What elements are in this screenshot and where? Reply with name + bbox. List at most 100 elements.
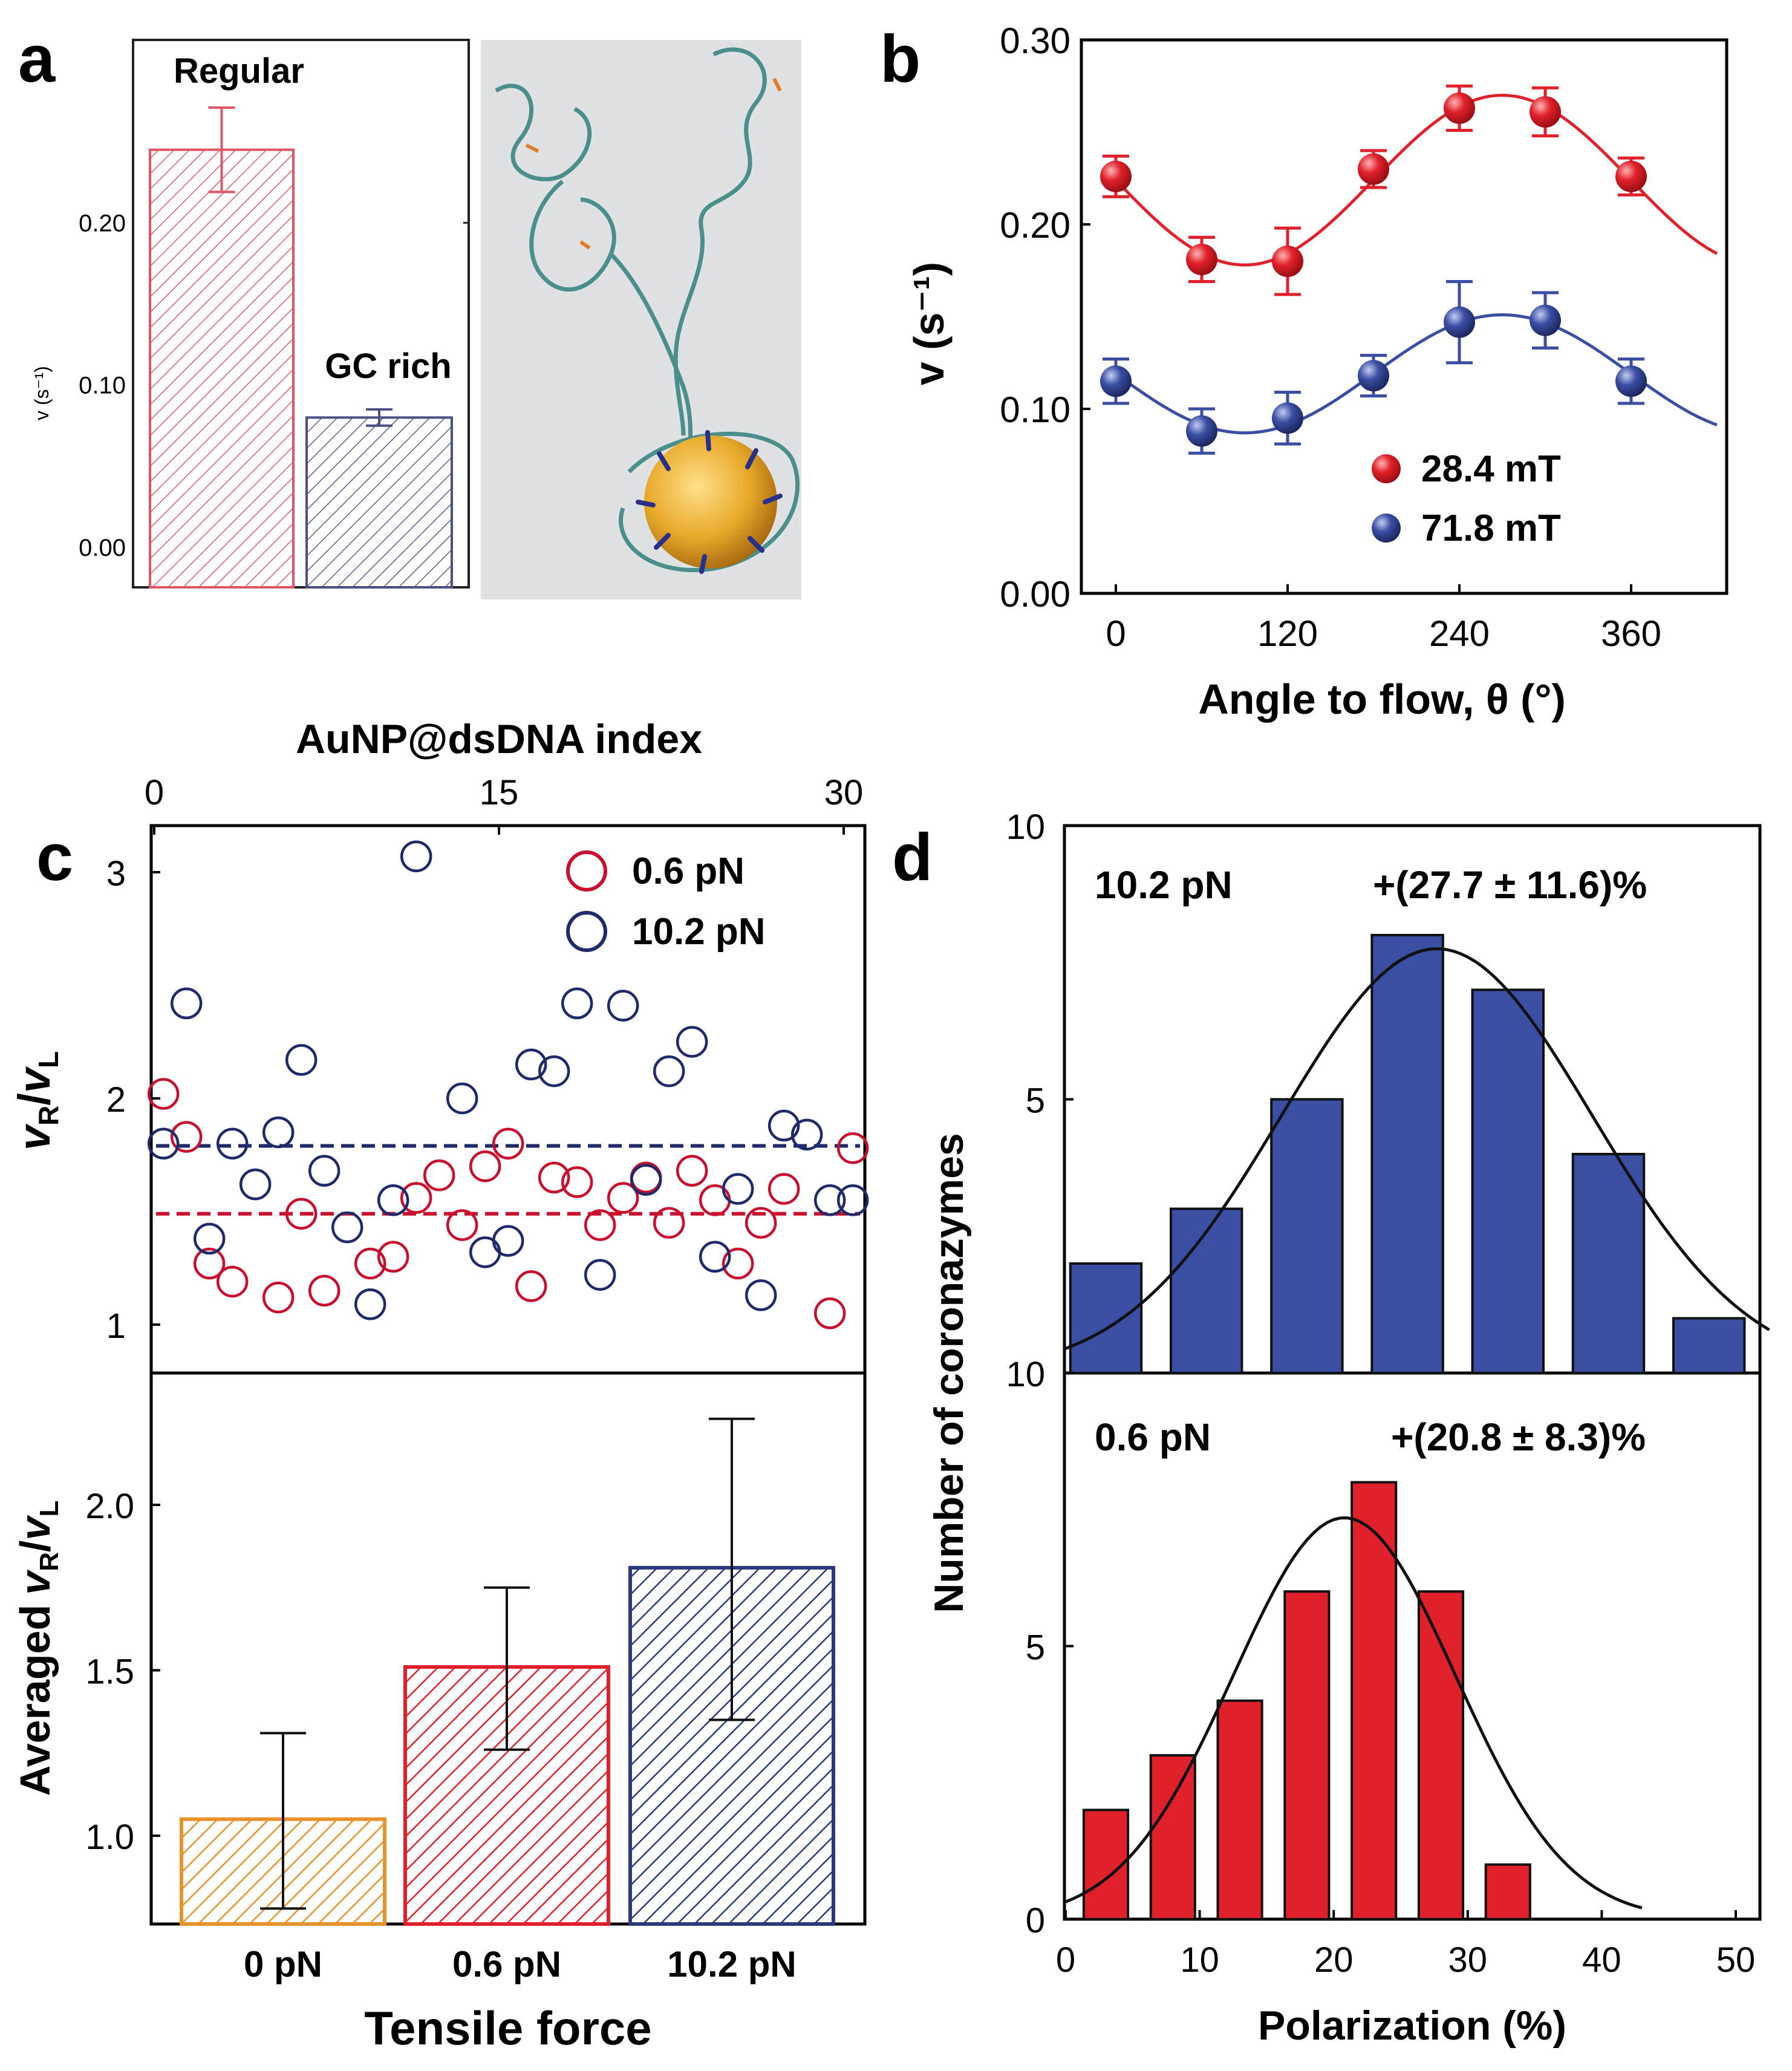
panel-d-top-bar <box>1270 1098 1344 1374</box>
panel-c-top-point-10-2pn <box>262 1116 295 1149</box>
panel-c-top-point-10-2pn <box>331 1211 363 1244</box>
panel-d-bottom-force: 0.6 pN <box>1095 1415 1211 1459</box>
panel-d-bottom-bars <box>1082 1481 1531 1921</box>
panel-c-top-point-10-2pn <box>492 1225 524 1257</box>
panel-c-top-point-10-2pn <box>653 1055 685 1088</box>
ylabel-slash: / <box>11 1541 59 1552</box>
panel-a-ytick-label: 0.00 <box>79 535 126 561</box>
panel-c-top-point-10-2pn <box>216 1127 249 1160</box>
panel-c-top-ytick-label: 3 <box>106 854 126 893</box>
legend-marker-71-8mt <box>1372 514 1401 543</box>
panel-label-c: c <box>36 820 73 895</box>
panel-b-ylabel: v (s⁻¹) <box>905 262 953 385</box>
panel-c-top-point-10-2pn <box>790 1118 823 1151</box>
panel-b-xtick-label: 0 <box>1106 613 1126 654</box>
ylabel-v: v <box>11 1569 59 1595</box>
panel-c-top-point-0-6pn <box>722 1247 754 1280</box>
panel-c-top-point-10-2pn <box>469 1236 501 1268</box>
panel-c-top-xlabel: AuNP@dsDNA index <box>296 716 702 762</box>
panel-d-bottom-ytick-label: 0 <box>1026 1901 1045 1940</box>
panel-c-top-point-0-6pn <box>813 1297 846 1329</box>
panel-c-top-ytick-label: 2 <box>106 1080 126 1120</box>
panel-c-top-point-10-2pn <box>561 987 593 1020</box>
panel-b-xtick-label: 360 <box>1601 613 1661 654</box>
panel-d-top-ytick-label: 10 <box>1006 807 1045 847</box>
ylabel-v2: v <box>9 1066 59 1093</box>
panel-c-top-legend: 0.6 pN 10.2 pN <box>566 850 766 953</box>
panel-d-top-bar <box>1571 1153 1646 1374</box>
panel-b-point-blue <box>1272 402 1303 434</box>
panel-c-top-point-0-6pn <box>469 1150 501 1182</box>
panel-c-top-ticks: 0 15 30 1 2 3 <box>106 773 864 1346</box>
panel-b-points <box>1100 84 1647 455</box>
panel-c-top-xtick-label: 0 <box>145 773 164 812</box>
panel-c-top-point-10-2pn <box>722 1173 754 1205</box>
panel-b-xtick-label: 120 <box>1257 613 1318 654</box>
panel-b-ticks: 0 120 240 360 0.00 0.10 0.20 0.30 <box>1000 21 1661 654</box>
panel-c-top-point-10-2pn <box>630 1164 662 1196</box>
panel-c-bottom-ytick-label: 1.0 <box>85 1818 134 1857</box>
panel-b-ytick-label: 0.10 <box>1000 390 1070 430</box>
panel-d-xtick-label: 20 <box>1314 1940 1354 1980</box>
ylabel-sub-l: L <box>34 1501 64 1517</box>
panel-label-d: d <box>892 820 933 895</box>
panel-b-point-blue <box>1358 360 1389 392</box>
panel-b-point-red <box>1272 246 1303 277</box>
panel-c-top-point-0-6pn <box>836 1132 869 1164</box>
panel-c-top-point-10-2pn <box>354 1288 386 1320</box>
panel-c-top-point-10-2pn <box>147 1127 180 1160</box>
panel-d-xlabel: Polarization (%) <box>1258 2003 1566 2049</box>
panel-d-bottom-bar <box>1484 1863 1531 1920</box>
panel-c-top-point-10-2pn <box>377 1184 409 1216</box>
panel-b-point-red <box>1186 243 1217 275</box>
panel-d-fit-curves <box>1065 947 1770 1910</box>
ylabel-sub-r: R <box>33 1106 64 1126</box>
panel-c-top-point-0-6pn <box>354 1247 386 1280</box>
panel-c-top-point-0-6pn <box>446 1209 478 1241</box>
panel-d-top-bars <box>1069 934 1746 1374</box>
panel-d-top-bar <box>1169 1207 1243 1374</box>
panel-a-bar-gc-rich <box>305 416 453 589</box>
panel-a: 0.00 0.10 0.20 v (s⁻¹) Regular GC rich <box>31 39 801 599</box>
panel-a-ytick-label: 0.10 <box>79 373 126 399</box>
panel-c-top-point-0-6pn <box>193 1247 226 1280</box>
panel-c-top-point-0-6pn <box>515 1270 547 1302</box>
panel-c-top-point-10-2pn <box>193 1222 226 1255</box>
panel-c-top-point-10-2pn <box>836 1184 869 1216</box>
panel-label-b: b <box>880 22 920 96</box>
panel-b-point-red <box>1100 160 1132 192</box>
panel-d-bottom-annotation: +(20.8 ± 8.3)% <box>1391 1415 1646 1459</box>
panel-c-top-point-10-2pn <box>607 990 639 1022</box>
legend-label-28-4mt: 28.4 mT <box>1421 448 1561 490</box>
ylabel-sub-l: L <box>33 1051 64 1068</box>
panel-d-xtick-label: 30 <box>1448 1940 1488 1980</box>
panel-b-point-red <box>1444 92 1475 124</box>
panel-b: 0 120 240 360 0.00 0.10 0.20 0.30 Angle to flow… <box>905 21 1728 723</box>
panel-c-top-xtick-label: 15 <box>480 773 519 812</box>
panel-c-bottom-ytick-label: 2.0 <box>85 1487 134 1526</box>
legend-label-0-6pn: 0.6 pN <box>632 850 744 892</box>
panel-c-bottom-bars: 0 pN 0.6 pN 10.2 pN <box>180 1417 835 1985</box>
panel-d-top-ytick-label: 5 <box>1026 1081 1045 1121</box>
panel-c-top-point-10-2pn <box>515 1048 547 1081</box>
panel-c-top-point-0-6pn <box>538 1161 570 1194</box>
panel-d-top-bar <box>1471 988 1545 1374</box>
panel-d-top-bar <box>1370 934 1444 1374</box>
panel-d-xtick-label: 10 <box>1180 1940 1219 1980</box>
legend-label-71-8mt: 71.8 mT <box>1421 507 1561 549</box>
panel-c-bottom-category-label: 0.6 pN <box>452 1944 561 1985</box>
panel-c-top-point-10-2pn <box>446 1082 478 1115</box>
ylabel-slash: / <box>9 1093 59 1106</box>
panel-c-top-ytick-label: 1 <box>106 1306 126 1346</box>
panel-c-top-point-10-2pn <box>239 1168 272 1201</box>
panel-b-point-red <box>1530 96 1561 128</box>
panel-c-bottom-category-label: 10.2 pN <box>667 1944 796 1985</box>
panel-d-ylabel: Number of coronazymes <box>926 1133 972 1613</box>
panel-d-bottom-bar <box>1283 1590 1331 1920</box>
panel-c-top-point-10-2pn <box>538 1055 570 1088</box>
panel-c-top-point-10-2pn <box>699 1241 731 1273</box>
panel-c-top-point-0-6pn <box>630 1161 662 1194</box>
panel-c-bottom: 1.01.52.0 0 pN 0.6 pN 10.2 pN AveragedvR/v… <box>11 1371 867 2055</box>
panel-c-top-point-0-6pn <box>423 1159 455 1192</box>
